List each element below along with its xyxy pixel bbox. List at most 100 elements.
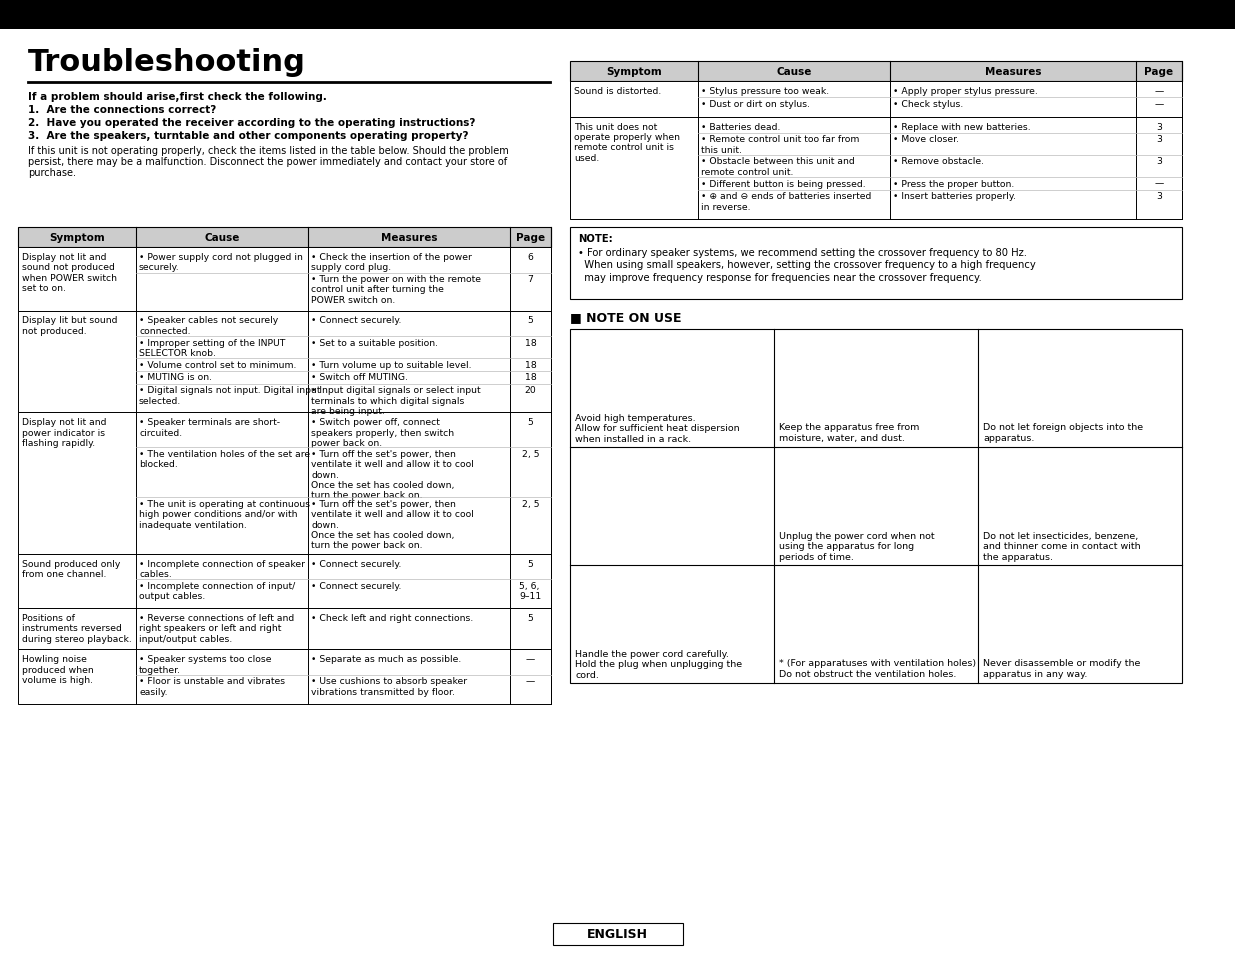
Text: • Check stylus.: • Check stylus. (893, 100, 963, 109)
Text: • Move closer.: • Move closer. (893, 135, 960, 144)
Text: 18: 18 (525, 360, 536, 370)
Text: Avoid high temperatures.
Allow for sufficient heat dispersion
when installed in : Avoid high temperatures. Allow for suffi… (576, 414, 740, 443)
Text: 5: 5 (527, 614, 534, 622)
Text: 18: 18 (525, 374, 536, 382)
Text: 2.  Have you operated the receiver according to the operating instructions?: 2. Have you operated the receiver accord… (28, 118, 475, 128)
Text: If this unit is not operating properly, check the items listed in the table belo: If this unit is not operating properly, … (28, 146, 509, 156)
Text: • Separate as much as possible.: • Separate as much as possible. (311, 655, 461, 663)
Text: Page: Page (1145, 67, 1173, 77)
Text: • Volume control set to minimum.: • Volume control set to minimum. (140, 360, 296, 370)
Text: Sound produced only
from one channel.: Sound produced only from one channel. (22, 559, 120, 578)
Text: • Turn the power on with the remote
control unit after turning the
POWER switch : • Turn the power on with the remote cont… (311, 274, 480, 305)
Text: purchase.: purchase. (28, 168, 77, 178)
Text: • Incomplete connection of input/
output cables.: • Incomplete connection of input/ output… (140, 581, 295, 600)
Bar (19, 608, 551, 650)
Text: 20: 20 (525, 386, 536, 395)
Text: 7: 7 (527, 274, 534, 284)
Bar (799, 570, 952, 640)
Text: • Remote control unit too far from
this unit.: • Remote control unit too far from this … (701, 135, 860, 154)
Bar (19, 312, 551, 413)
Text: 5, 6,
9–11: 5, 6, 9–11 (520, 581, 542, 600)
Text: • Press the proper button.: • Press the proper button. (893, 179, 1014, 189)
Bar (571, 82, 1182, 117)
Text: Display lit but sound
not produced.: Display lit but sound not produced. (22, 316, 117, 335)
Text: 3: 3 (1156, 135, 1162, 144)
Text: • Apply proper stylus pressure.: • Apply proper stylus pressure. (893, 87, 1037, 96)
Text: • Different button is being pressed.: • Different button is being pressed. (701, 179, 866, 189)
Text: —: — (1155, 87, 1163, 96)
Text: 2, 5: 2, 5 (521, 449, 540, 458)
Text: • Connect securely.: • Connect securely. (311, 581, 401, 590)
Bar (799, 452, 952, 523)
Bar (552, 923, 683, 945)
Text: Do not let insecticides, benzene,
and thinner come in contact with
the apparatus: Do not let insecticides, benzene, and th… (983, 532, 1141, 561)
Text: • ⊕ and ⊖ ends of batteries inserted
in reverse.: • ⊕ and ⊖ ends of batteries inserted in … (701, 193, 872, 212)
Bar (1004, 570, 1156, 640)
Text: • Use cushions to absorb speaker
vibrations transmitted by floor.: • Use cushions to absorb speaker vibrati… (311, 677, 467, 697)
Text: • Insert batteries properly.: • Insert batteries properly. (893, 193, 1016, 201)
Text: • Improper setting of the INPUT
SELECTOR knob.: • Improper setting of the INPUT SELECTOR… (140, 338, 285, 357)
Text: * (For apparatuses with ventilation holes)
Do not obstruct the ventilation holes: * (For apparatuses with ventilation hole… (779, 659, 976, 679)
Text: Cause: Cause (777, 67, 811, 77)
Text: • Speaker systems too close
together.: • Speaker systems too close together. (140, 655, 272, 674)
Text: —: — (1155, 179, 1163, 189)
Bar (571, 62, 1182, 82)
Text: • Speaker terminals are short-
circuited.: • Speaker terminals are short- circuited… (140, 418, 280, 437)
Text: Page: Page (516, 233, 545, 243)
Text: • For ordinary speaker systems, we recommend setting the crossover frequency to : • For ordinary speaker systems, we recom… (578, 247, 1028, 257)
Text: Cause: Cause (204, 233, 240, 243)
Text: Do not let foreign objects into the
apparatus.: Do not let foreign objects into the appa… (983, 423, 1144, 442)
Text: • Speaker cables not securely
connected.: • Speaker cables not securely connected. (140, 316, 278, 335)
Text: Symptom: Symptom (606, 67, 662, 77)
Bar (595, 452, 748, 523)
Bar (799, 335, 952, 405)
Text: • Switch off MUTING.: • Switch off MUTING. (311, 374, 408, 382)
Text: • Turn volume up to suitable level.: • Turn volume up to suitable level. (311, 360, 472, 370)
Bar (19, 413, 551, 555)
Bar (19, 248, 551, 312)
Text: Keep the apparatus free from
moisture, water, and dust.: Keep the apparatus free from moisture, w… (779, 423, 919, 442)
Text: 18: 18 (525, 338, 536, 347)
Text: Measures: Measures (380, 233, 437, 243)
Text: • The unit is operating at continuous
high power conditions and/or with
inadequa: • The unit is operating at continuous hi… (140, 499, 310, 529)
Bar (595, 570, 748, 640)
Bar (571, 227, 1182, 299)
Text: ENGLISH: ENGLISH (12, 8, 80, 22)
Text: 3: 3 (1156, 193, 1162, 201)
Bar (19, 650, 551, 704)
Text: may improve frequency response for frequencies near the crossover frequency.: may improve frequency response for frequ… (578, 274, 982, 283)
Text: • Digital signals not input. Digital input
selected.: • Digital signals not input. Digital inp… (140, 386, 321, 405)
Bar (571, 329, 1182, 682)
Text: 3: 3 (1156, 123, 1162, 132)
Text: 3: 3 (1156, 157, 1162, 167)
Text: • Turn off the set's power, then
ventilate it well and allow it to cool
down.
On: • Turn off the set's power, then ventila… (311, 449, 474, 500)
Text: Display not lit and
power indicator is
flashing rapidly.: Display not lit and power indicator is f… (22, 418, 106, 448)
Text: • Set to a suitable position.: • Set to a suitable position. (311, 338, 438, 347)
Text: 3.  Are the speakers, turntable and other components operating property?: 3. Are the speakers, turntable and other… (28, 131, 468, 141)
Text: • MUTING is on.: • MUTING is on. (140, 374, 212, 382)
Text: 5: 5 (527, 316, 534, 325)
Text: • Check left and right connections.: • Check left and right connections. (311, 614, 473, 622)
Text: Sound is distorted.: Sound is distorted. (574, 87, 661, 96)
Text: When using small speakers, however, setting the crossover frequency to a high fr: When using small speakers, however, sett… (578, 260, 1036, 271)
Text: Display not lit and
sound not produced
when POWER switch
set to on.: Display not lit and sound not produced w… (22, 253, 117, 293)
Text: • Obstacle between this unit and
remote control unit.: • Obstacle between this unit and remote … (701, 157, 855, 176)
Text: Positions of
instruments reversed
during stereo playback.: Positions of instruments reversed during… (22, 614, 132, 643)
Text: —: — (1155, 100, 1163, 109)
Text: Handle the power cord carefully.
Hold the plug when unplugging the
cord.: Handle the power cord carefully. Hold th… (576, 649, 742, 679)
Text: Troubleshooting: Troubleshooting (28, 48, 306, 77)
Bar (19, 555, 551, 608)
Text: Symptom: Symptom (49, 233, 105, 243)
Text: • Connect securely.: • Connect securely. (311, 316, 401, 325)
Text: 5: 5 (527, 418, 534, 427)
Text: • Check the insertion of the power
supply cord plug.: • Check the insertion of the power suppl… (311, 253, 472, 273)
Text: • Reverse connections of left and
right speakers or left and right
input/output : • Reverse connections of left and right … (140, 614, 294, 643)
Text: • Input digital signals or select input
terminals to which digital signals
are b: • Input digital signals or select input … (311, 386, 480, 416)
Text: • Batteries dead.: • Batteries dead. (701, 123, 781, 132)
Text: persist, there may be a malfunction. Disconnect the power immediately and contac: persist, there may be a malfunction. Dis… (28, 157, 508, 167)
Text: • Connect securely.: • Connect securely. (311, 559, 401, 568)
Text: 1.  Are the connections correct?: 1. Are the connections correct? (28, 105, 216, 115)
Text: • The ventilation holes of the set are
blocked.: • The ventilation holes of the set are b… (140, 449, 310, 469)
Text: This unit does not
operate properly when
remote control unit is
used.: This unit does not operate properly when… (574, 123, 680, 163)
Text: • Replace with new batteries.: • Replace with new batteries. (893, 123, 1031, 132)
